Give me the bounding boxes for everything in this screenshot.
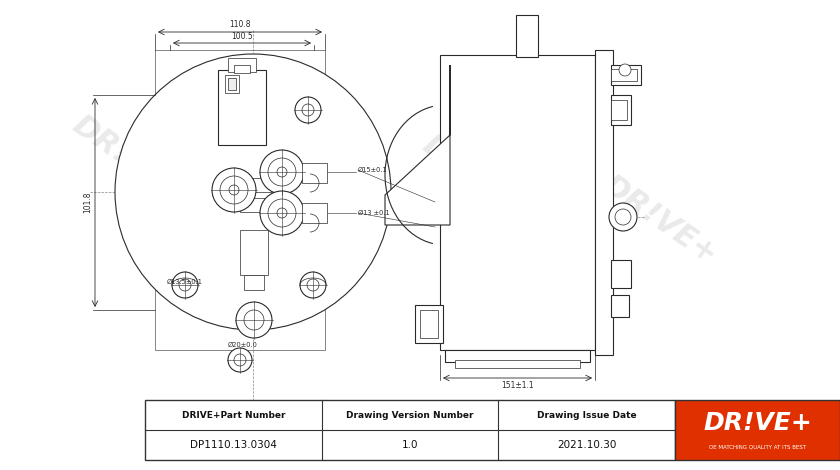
- Text: Ø20±0.0: Ø20±0.0: [228, 342, 258, 348]
- Text: OE MATCHING QUALITY AT ITS BEST: OE MATCHING QUALITY AT ITS BEST: [709, 444, 806, 449]
- Text: 151±1.1: 151±1.1: [501, 381, 533, 390]
- Circle shape: [229, 185, 239, 195]
- Bar: [155, 50, 325, 350]
- Bar: [440, 55, 595, 350]
- Circle shape: [244, 310, 264, 330]
- Bar: [420, 310, 438, 338]
- Text: DR!VE+: DR!VE+: [703, 411, 812, 435]
- Text: 101.8: 101.8: [83, 191, 92, 213]
- Text: DR!VE+: DR!VE+: [238, 170, 363, 270]
- Bar: [516, 15, 538, 57]
- Text: DP1110.13.0304: DP1110.13.0304: [190, 440, 276, 450]
- Circle shape: [307, 279, 319, 291]
- Bar: [218, 70, 266, 145]
- Polygon shape: [385, 65, 450, 225]
- Circle shape: [212, 168, 256, 212]
- Circle shape: [260, 150, 304, 194]
- Bar: [225, 75, 239, 93]
- Circle shape: [234, 354, 246, 366]
- Bar: [234, 65, 250, 73]
- Bar: [445, 350, 590, 362]
- Bar: [240, 178, 282, 192]
- Text: 100.5: 100.5: [231, 32, 253, 41]
- Text: Drawing Issue Date: Drawing Issue Date: [537, 410, 637, 420]
- Text: Ø13.5±0.1: Ø13.5±0.1: [167, 279, 203, 285]
- Bar: [455, 360, 580, 368]
- Bar: [228, 58, 256, 72]
- Bar: [302, 163, 327, 183]
- Circle shape: [268, 158, 296, 186]
- Bar: [611, 260, 631, 288]
- Circle shape: [302, 104, 314, 116]
- Circle shape: [277, 167, 287, 177]
- Bar: [611, 69, 637, 81]
- Circle shape: [268, 199, 296, 227]
- Text: DR!VE+: DR!VE+: [67, 110, 192, 210]
- Bar: [240, 198, 282, 212]
- Text: DRIVE+Part Number: DRIVE+Part Number: [181, 410, 285, 420]
- Circle shape: [179, 279, 191, 291]
- Text: 2021.10.30: 2021.10.30: [557, 440, 617, 450]
- Circle shape: [619, 64, 631, 76]
- Text: Ø15±0.1: Ø15±0.1: [358, 167, 387, 173]
- Text: Drawing Version Number: Drawing Version Number: [346, 410, 474, 420]
- Circle shape: [228, 348, 252, 372]
- Bar: [145, 400, 675, 460]
- Circle shape: [300, 272, 326, 298]
- Circle shape: [295, 97, 321, 123]
- Bar: [675, 400, 840, 460]
- Bar: [611, 295, 629, 317]
- Circle shape: [236, 302, 272, 338]
- Circle shape: [115, 54, 391, 330]
- Bar: [240, 230, 268, 275]
- Circle shape: [172, 272, 198, 298]
- Text: DR!VE+: DR!VE+: [417, 130, 543, 230]
- Bar: [244, 275, 264, 290]
- Text: 110.8: 110.8: [229, 20, 251, 29]
- Bar: [611, 95, 631, 125]
- Circle shape: [260, 191, 304, 235]
- Bar: [595, 50, 613, 355]
- Text: DR!VE+: DR!VE+: [597, 170, 722, 270]
- Circle shape: [220, 176, 248, 204]
- Bar: [415, 305, 443, 343]
- Text: 1.0: 1.0: [402, 440, 418, 450]
- Bar: [611, 100, 627, 120]
- Circle shape: [277, 208, 287, 218]
- Bar: [611, 65, 641, 85]
- Bar: [302, 203, 327, 223]
- Circle shape: [609, 203, 637, 231]
- Circle shape: [615, 209, 631, 225]
- Bar: [228, 78, 236, 90]
- Text: Ø13 ±0.1: Ø13 ±0.1: [358, 210, 390, 216]
